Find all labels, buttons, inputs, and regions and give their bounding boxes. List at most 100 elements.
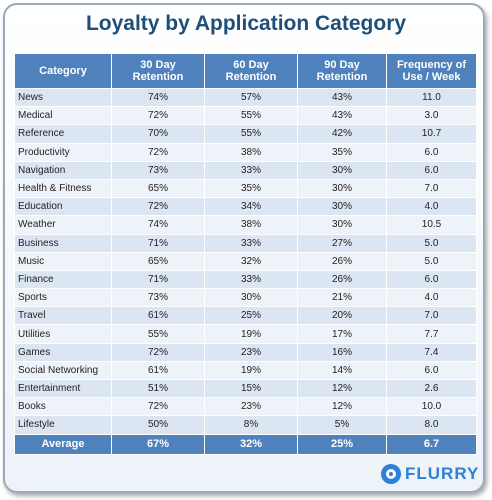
cell-retention-30: 71% — [111, 233, 205, 253]
cell-category: Music — [14, 251, 112, 271]
cell-retention-90: 35% — [297, 142, 387, 162]
table-body: News 74% 57% 43% 11.0 Medical 72% 55% 43% 3.0 Refe… — [14, 87, 477, 435]
cell-retention-90: 17% — [297, 324, 387, 344]
cell-category: Reference — [14, 124, 112, 144]
cell-category: Travel — [14, 306, 112, 326]
cell-retention-60: 57% — [204, 87, 298, 108]
cell-retention-90: 26% — [297, 269, 387, 290]
cell-retention-60: 38% — [204, 215, 298, 235]
cell-retention-90: 30% — [297, 197, 387, 217]
cell-retention-60: 30% — [204, 288, 298, 308]
cell-category: Finance — [14, 269, 112, 290]
cell-retention-30: 50% — [111, 415, 205, 435]
table-row: Navigation 73% 33% 30% 6.0 — [14, 160, 477, 180]
cell-retention-60: 33% — [204, 160, 298, 180]
column-header-category: Category — [14, 53, 112, 89]
table-row: Sports 73% 30% 21% 4.0 — [14, 288, 477, 308]
table-row: Entertainment 51% 15% 12% 2.6 — [14, 378, 477, 399]
cell-frequency: 7.7 — [386, 324, 477, 344]
cell-retention-90: 30% — [297, 160, 387, 180]
cell-frequency: 3.0 — [386, 106, 477, 126]
table-row: Productivity 72% 38% 35% 6.0 — [14, 142, 477, 162]
cell-retention-30: 74% — [111, 215, 205, 235]
cell-retention-30: 74% — [111, 87, 205, 108]
cell-retention-90: 30% — [297, 178, 387, 199]
cell-frequency: 2.6 — [386, 378, 477, 399]
cell-retention-60: 19% — [204, 360, 298, 381]
cell-category: Utilities — [14, 324, 112, 344]
cell-retention-30: 72% — [111, 142, 205, 162]
table-row: Lifestyle 50% 8% 5% 8.0 — [14, 415, 477, 435]
column-header-retention-30: 30 Day Retention — [111, 53, 205, 89]
table-header-row: Category 30 Day Retention 60 Day Retention… — [14, 53, 477, 89]
table-row: Weather 74% 38% 30% 10.5 — [14, 215, 477, 235]
cell-retention-30: 65% — [111, 251, 205, 271]
cell-retention-60: 15% — [204, 378, 298, 399]
cell-retention-30: 61% — [111, 360, 205, 381]
cell-retention-60: 33% — [204, 269, 298, 290]
cell-category: Business — [14, 233, 112, 253]
cell-retention-60: 33% — [204, 233, 298, 253]
cell-frequency: 11.0 — [386, 87, 477, 108]
cell-retention-90: 12% — [297, 378, 387, 399]
cell-retention-90: 26% — [297, 251, 387, 271]
cell-retention-60: 35% — [204, 178, 298, 199]
cell-category: Navigation — [14, 160, 112, 180]
column-header-retention-90: 90 Day Retention — [297, 53, 387, 89]
cell-category: Medical — [14, 106, 112, 126]
cell-category: News — [14, 87, 112, 108]
cell-frequency: 7.0 — [386, 306, 477, 326]
cell-retention-60: 55% — [204, 106, 298, 126]
column-header-retention-60: 60 Day Retention — [204, 53, 298, 89]
cell-frequency: 4.0 — [386, 197, 477, 217]
table-row: Music 65% 32% 26% 5.0 — [14, 251, 477, 271]
cell-category: Entertainment — [14, 378, 112, 399]
cell-retention-30: 72% — [111, 197, 205, 217]
average-cell-category: Average — [14, 433, 112, 455]
cell-frequency: 6.0 — [386, 160, 477, 180]
flurry-logo-text: FLURRY — [405, 464, 480, 483]
cell-frequency: 8.0 — [386, 415, 477, 435]
flurry-logo-icon — [381, 464, 401, 484]
cell-retention-30: 73% — [111, 288, 205, 308]
cell-category: Books — [14, 397, 112, 417]
cell-frequency: 4.0 — [386, 288, 477, 308]
table-row: Finance 71% 33% 26% 6.0 — [14, 269, 477, 290]
loyalty-table: Category 30 Day Retention 60 Day Retention… — [14, 53, 477, 455]
cell-category: Weather — [14, 215, 112, 235]
average-cell-retention-30: 67% — [111, 433, 205, 455]
cell-frequency: 5.0 — [386, 251, 477, 271]
table-row: Medical 72% 55% 43% 3.0 — [14, 106, 477, 126]
cell-retention-30: 73% — [111, 160, 205, 180]
cell-retention-90: 43% — [297, 106, 387, 126]
cell-retention-30: 65% — [111, 178, 205, 199]
table-row: Reference 70% 55% 42% 10.7 — [14, 124, 477, 144]
average-cell-retention-90: 25% — [297, 433, 387, 455]
cell-category: Productivity — [14, 142, 112, 162]
cell-category: Games — [14, 342, 112, 362]
cell-frequency: 10.7 — [386, 124, 477, 144]
cell-retention-30: 51% — [111, 378, 205, 399]
cell-retention-90: 30% — [297, 215, 387, 235]
table-row: Social Networking 61% 19% 14% 6.0 — [14, 360, 477, 381]
cell-frequency: 10.5 — [386, 215, 477, 235]
cell-retention-90: 16% — [297, 342, 387, 362]
table-row: Travel 61% 25% 20% 7.0 — [14, 306, 477, 326]
cell-retention-30: 72% — [111, 342, 205, 362]
flurry-logo: FLURRY — [381, 462, 479, 486]
table-row: Health & Fitness 65% 35% 30% 7.0 — [14, 178, 477, 199]
cell-frequency: 5.0 — [386, 233, 477, 253]
cell-frequency: 6.0 — [386, 269, 477, 290]
column-header-frequency: Frequency of Use / Week — [386, 53, 477, 89]
cell-retention-60: 25% — [204, 306, 298, 326]
cell-retention-90: 20% — [297, 306, 387, 326]
cell-retention-60: 34% — [204, 197, 298, 217]
cell-frequency: 7.4 — [386, 342, 477, 362]
cell-category: Education — [14, 197, 112, 217]
cell-retention-60: 38% — [204, 142, 298, 162]
cell-category: Lifestyle — [14, 415, 112, 435]
cell-retention-90: 5% — [297, 415, 387, 435]
cell-category: Social Networking — [14, 360, 112, 381]
average-row: Average 67% 32% 25% 6.7 — [14, 433, 477, 455]
table-row: Business 71% 33% 27% 5.0 — [14, 233, 477, 253]
